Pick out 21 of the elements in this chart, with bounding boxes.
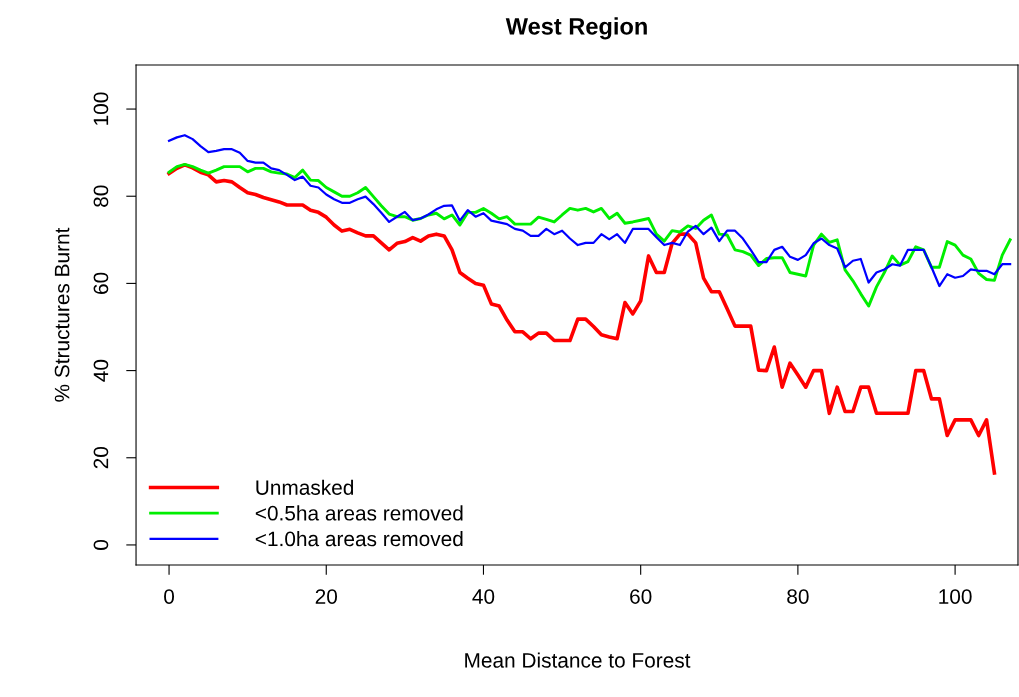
line-series [167,162,1012,308]
y-tick-label: 20 [93,446,109,469]
y-tick-label: 40 [93,359,109,382]
legend-label: <0.5ha areas removed [255,505,463,521]
chart-title: West Region [505,17,647,40]
x-tick-label: 100 [939,589,972,604]
y-axis-title: % Structures Burnt [54,227,70,402]
x-tick-label: 0 [164,589,175,604]
line-series [167,163,997,475]
y-tick-label: 0 [93,539,109,550]
legend-label: <1.0ha areas removed [255,530,463,547]
x-tick-label: 80 [787,589,809,604]
x-axis-title: Mean Distance to Forest [465,652,691,668]
legend-label: Unmasked [256,479,354,495]
x-tick-label: 60 [630,589,652,604]
x-tick-label: 40 [472,589,495,604]
y-tick-label: 100 [93,92,109,125]
line-series [167,134,1012,288]
x-tick-label: 20 [315,589,338,604]
y-tick-label: 60 [93,272,109,294]
y-tick-label: 80 [93,185,109,207]
